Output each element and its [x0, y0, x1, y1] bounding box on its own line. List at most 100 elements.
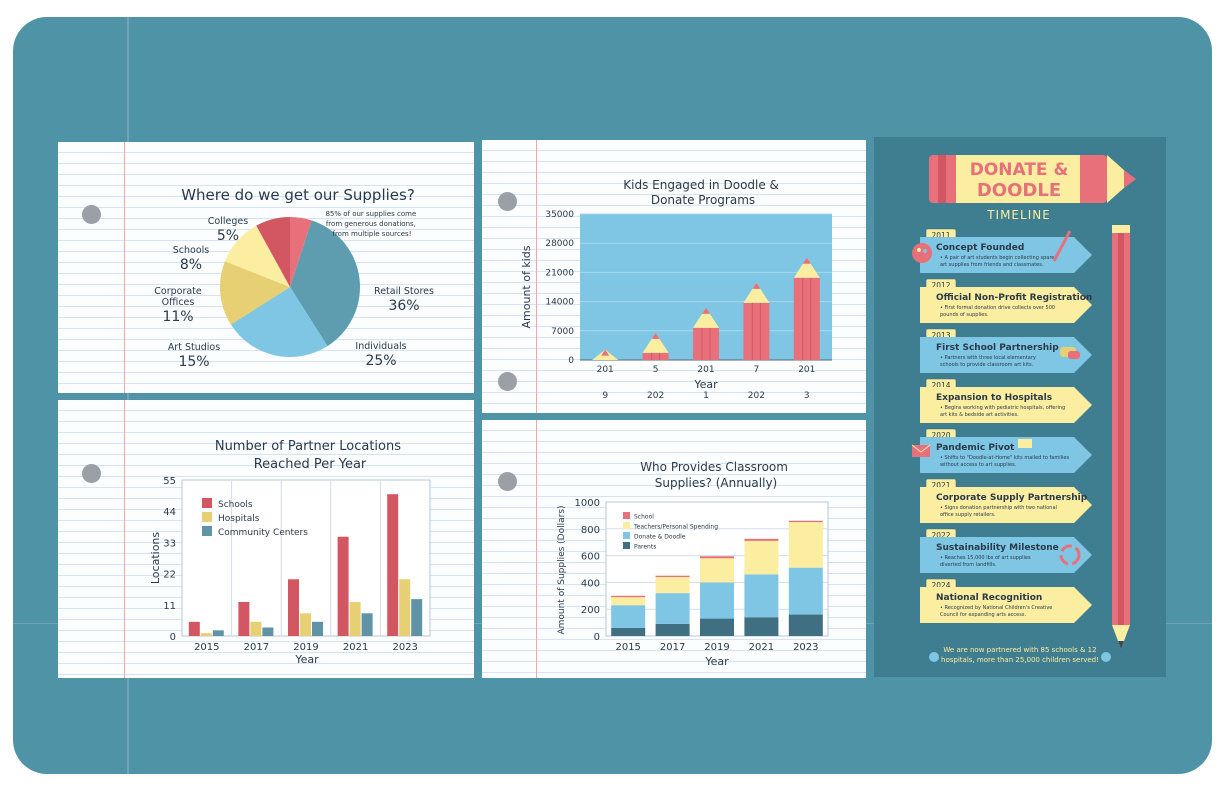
- punch-hole: [498, 372, 517, 391]
- timeline-entry-desc: • Partners with three local elementary: [940, 355, 1036, 361]
- kids-x-tick: 9: [602, 391, 608, 401]
- pie-label-art-studios: Art Studios: [168, 342, 220, 353]
- kids-chart-title: Kids Engaged in Doodle & Donate Programs: [623, 178, 783, 207]
- header-crayon-icon: [929, 155, 1136, 203]
- supplies-x-tick: 2019: [704, 642, 729, 653]
- supplies-legend-swatch: [623, 512, 630, 519]
- supplies-bar-segment: [655, 593, 690, 624]
- timeline-year: 2022: [931, 531, 950, 540]
- timeline-entry-desc: • Reaches 15,000 lbs of art supplies: [940, 555, 1031, 561]
- pie-value-colleges: 5%: [217, 228, 239, 244]
- supplies-y-tick: 200: [581, 605, 600, 616]
- timeline-entry-desc: diverted from landfills.: [940, 562, 997, 568]
- kids-bar-pencil: [793, 257, 820, 360]
- timeline-entry: 2022 Sustainability Milestone • Reaches 15…: [920, 528, 1092, 573]
- locations-bar: [387, 494, 399, 636]
- pie-slice-art-studios: [220, 261, 290, 325]
- supplies-legend-label: Teachers/Personal Spending: [633, 524, 718, 531]
- kids-x-tick: 201: [597, 365, 614, 375]
- kids-y-tick: 14000: [545, 298, 574, 308]
- locations-chart-title: Number of Partner Locations Reached Per …: [215, 439, 405, 472]
- pie-value-corporate-offices: 11%: [162, 309, 193, 325]
- supplies-bar-segment: [700, 558, 734, 583]
- timeline-year: 2021: [931, 481, 950, 490]
- punch-hole: [498, 472, 517, 491]
- timeline-year: 2013: [931, 331, 950, 340]
- kids-x-tick: 201: [697, 365, 714, 375]
- timeline-entry-desc: • Recognized by National Children's Crea…: [940, 605, 1052, 611]
- timeline-entry: 2013 First School Partnership • Partners w…: [920, 328, 1092, 373]
- supplies-y-axis-label: Amount of Supplies (Dollars): [557, 505, 567, 634]
- kids-bar-pencil: [743, 282, 770, 360]
- locations-bar: [288, 579, 299, 636]
- timeline-subtitle: TIMELINE: [986, 208, 1051, 222]
- kids-y-axis-label: Amount of kids: [520, 245, 533, 328]
- locations-y-tick: 33: [163, 538, 176, 549]
- pie-chart-title: Where do we get our Supplies?: [181, 186, 415, 204]
- supplies-y-tick: 1000: [575, 498, 600, 509]
- timeline-year: 2024: [931, 581, 950, 590]
- locations-bar: [200, 633, 212, 636]
- kids-y-tick: 0: [568, 356, 574, 366]
- locations-bar: [411, 599, 423, 636]
- timeline-entry-desc: without access to art supplies.: [940, 462, 1017, 468]
- timeline-panel: DONATE & DOODLE TIMELINE 2011 Concept Fou…: [874, 137, 1166, 677]
- supplies-bar-segment: [655, 575, 690, 578]
- locations-bar: [399, 579, 411, 636]
- timeline-banner: [920, 337, 1092, 373]
- kids-x-tick: 201: [798, 365, 815, 375]
- timeline-banner: [920, 287, 1092, 323]
- supplies-bar-segment: [611, 605, 646, 628]
- kids-chart: Kids Engaged in Doodle & Donate Programs…: [520, 178, 832, 401]
- pie-value-retail-stores: 36%: [388, 298, 419, 314]
- timeline-banner: [920, 437, 1092, 473]
- locations-bar: [349, 601, 361, 636]
- timeline-entry: 2014 Expansion to Hospitals • Begins worki…: [920, 378, 1092, 423]
- mail-icon: [911, 439, 1032, 457]
- timeline-entry-title: National Recognition: [936, 593, 1042, 603]
- decorative-margin-line: [127, 17, 129, 774]
- timeline-graphic: DONATE & DOODLE TIMELINE 2011 Concept Fou…: [911, 155, 1136, 664]
- timeline-entry-desc: Council for expanding arts access.: [940, 612, 1026, 618]
- pie-value-art-studios: 15%: [178, 354, 209, 370]
- kids-x-axis-label: Year: [693, 378, 718, 391]
- timeline-year: 2014: [931, 381, 950, 390]
- pencil-icon: [1112, 225, 1130, 649]
- timeline-footer-line2: hospitals, more than 25,000 children ser…: [941, 656, 1099, 664]
- locations-legend-swatch: [202, 498, 212, 508]
- kids-y-tick: 21000: [545, 268, 574, 278]
- paper-margin-line: [124, 142, 125, 393]
- supplies-y-tick: 400: [581, 578, 600, 589]
- supplies-bar-segment: [788, 522, 823, 568]
- paper-margin-line: [536, 420, 537, 678]
- pie-label-colleges: Colleges: [208, 216, 248, 227]
- locations-y-tick: 11: [163, 601, 176, 612]
- kids-x-tick: 7: [754, 365, 760, 375]
- kids-y-tick: 28000: [545, 239, 574, 249]
- pie-label-schools: Schools: [173, 245, 210, 256]
- supplies-bar-segment: [744, 574, 779, 618]
- timeline-banner: [920, 387, 1092, 423]
- timeline-entry-desc: pounds of supplies.: [940, 312, 989, 318]
- locations-legend-label: Hospitals: [218, 514, 260, 524]
- timeline-entry: 2024 National Recognition • Recognized by …: [920, 578, 1092, 623]
- supplies-legend-swatch: [623, 542, 630, 549]
- pie-value-schools: 8%: [180, 257, 202, 273]
- locations-bar: [300, 613, 311, 636]
- timeline-entry-desc: • A pair of art students begin collectin…: [940, 255, 1054, 261]
- timeline-entry-desc: • Shifts to "Doodle-at-Home" kits mailed…: [940, 455, 1069, 461]
- kids-x-tick: 202: [748, 391, 765, 401]
- kids-bar-pencil: [642, 332, 669, 360]
- pie-label-individuals: Individuals: [355, 341, 406, 352]
- timeline-entry-title: Official Non-Profit Registration: [936, 293, 1092, 303]
- timeline-entry-title: Sustainability Milestone: [936, 543, 1059, 553]
- supplies-legend-label: Donate & Doodle: [634, 534, 686, 541]
- locations-x-tick: 2015: [194, 642, 219, 653]
- supplies-chart: Who Provides Classroom Supplies? (Annual…: [557, 460, 829, 668]
- timeline-entry-desc: • First formal donation drive collects o…: [940, 305, 1055, 311]
- pie-label-retail-stores: Retail Stores: [374, 286, 434, 297]
- timeline-entry-desc: office supply retailers.: [940, 512, 996, 518]
- timeline-entry-desc: art kits & bedside art activities.: [940, 412, 1019, 418]
- supplies-bar-segment: [744, 540, 779, 575]
- kids-x-tick: 1: [703, 391, 709, 401]
